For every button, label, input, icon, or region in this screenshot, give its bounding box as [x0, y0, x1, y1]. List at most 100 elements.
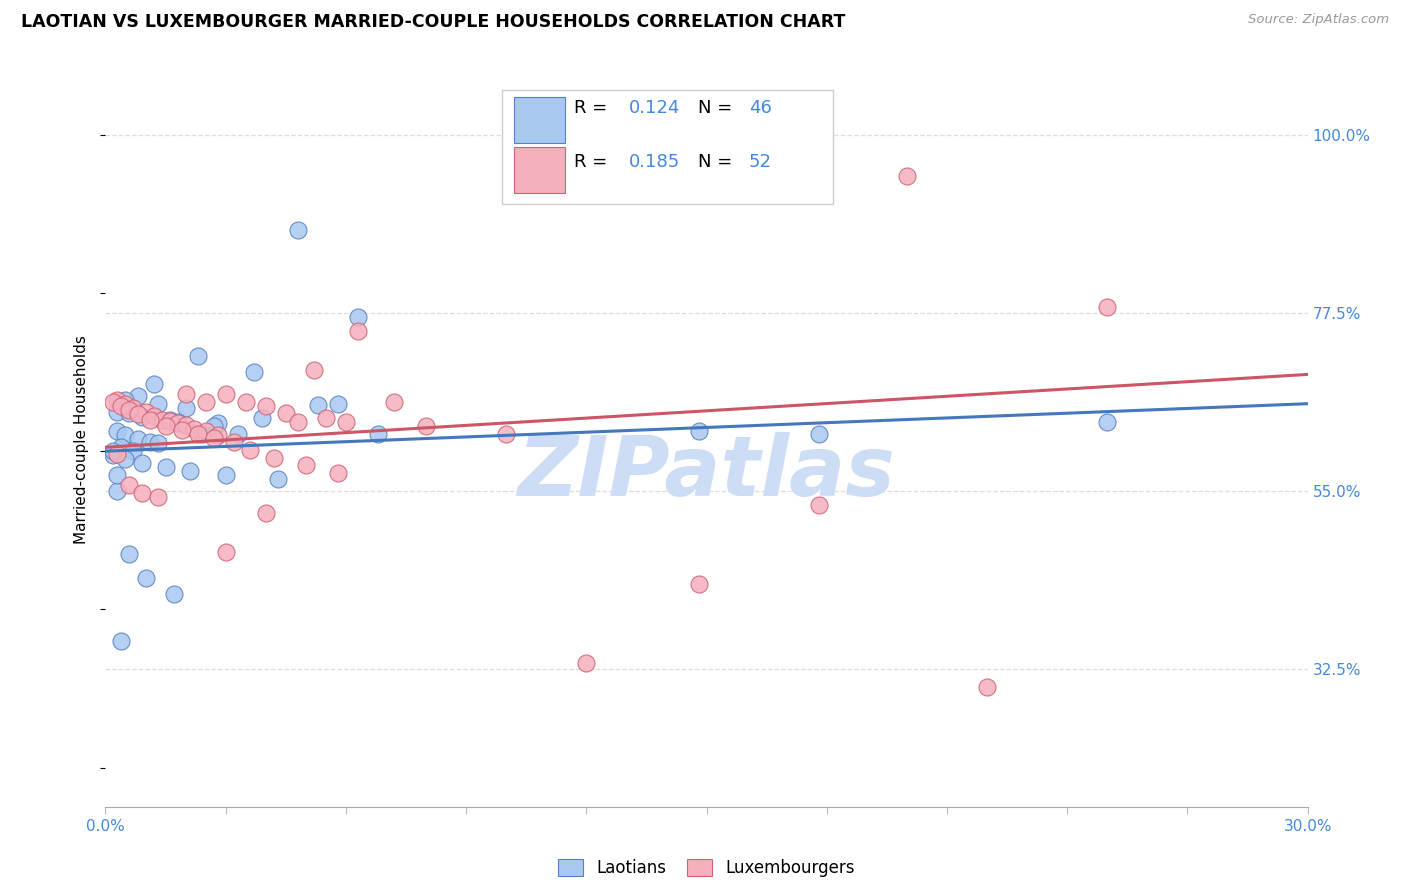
Point — [114, 428, 136, 442]
Point — [131, 410, 153, 425]
Point — [1097, 300, 1119, 314]
Point — [155, 418, 177, 433]
Point — [207, 428, 229, 442]
Point — [159, 412, 181, 426]
Point — [688, 577, 710, 591]
Point — [575, 657, 598, 671]
Point — [110, 634, 132, 648]
Point — [495, 426, 517, 441]
Point — [114, 392, 136, 407]
Point — [190, 426, 212, 441]
Point — [807, 426, 830, 441]
Point — [114, 452, 136, 467]
Point — [194, 395, 217, 409]
Point — [179, 464, 201, 478]
Point — [174, 401, 197, 415]
Point — [107, 483, 129, 498]
FancyBboxPatch shape — [502, 90, 832, 204]
Point — [118, 403, 141, 417]
Point — [382, 395, 405, 409]
Point — [326, 397, 349, 411]
Point — [135, 404, 157, 418]
Point — [127, 407, 149, 421]
Point — [135, 571, 157, 585]
Text: R =: R = — [574, 99, 613, 117]
Point — [207, 417, 229, 431]
Point — [107, 467, 129, 482]
Point — [142, 376, 165, 391]
Text: R =: R = — [574, 153, 613, 171]
Point — [235, 395, 257, 409]
FancyBboxPatch shape — [515, 97, 565, 143]
Point — [146, 490, 169, 504]
Point — [415, 418, 437, 433]
Point — [335, 415, 357, 429]
Point — [267, 472, 290, 486]
Point — [162, 586, 184, 600]
Point — [976, 680, 998, 694]
Text: Source: ZipAtlas.com: Source: ZipAtlas.com — [1249, 13, 1389, 27]
FancyBboxPatch shape — [515, 147, 565, 193]
Point — [127, 389, 149, 403]
Point — [222, 434, 245, 449]
Point — [103, 448, 125, 462]
Y-axis label: Married-couple Households: Married-couple Households — [75, 334, 90, 544]
Point — [263, 450, 285, 465]
Point — [118, 406, 141, 420]
Point — [114, 397, 136, 411]
Point — [807, 498, 830, 512]
Point — [254, 506, 277, 520]
Text: N =: N = — [699, 99, 738, 117]
Point — [110, 440, 132, 454]
Point — [122, 444, 145, 458]
Text: LAOTIAN VS LUXEMBOURGER MARRIED-COUPLE HOUSEHOLDS CORRELATION CHART: LAOTIAN VS LUXEMBOURGER MARRIED-COUPLE H… — [21, 13, 845, 31]
Point — [170, 423, 193, 437]
Text: N =: N = — [699, 153, 738, 171]
Point — [287, 415, 309, 429]
Point — [150, 412, 173, 426]
Point — [146, 436, 169, 450]
Point — [166, 417, 188, 431]
Point — [896, 169, 918, 183]
Point — [107, 446, 129, 460]
Text: ZIPatlas: ZIPatlas — [517, 432, 896, 513]
Point — [142, 409, 165, 423]
Point — [103, 395, 125, 409]
Point — [347, 310, 370, 324]
Point — [226, 426, 249, 441]
Point — [242, 365, 264, 379]
Point — [103, 444, 125, 458]
Point — [110, 399, 132, 413]
Point — [118, 478, 141, 492]
Point — [107, 392, 129, 407]
Point — [194, 425, 217, 439]
Point — [174, 418, 197, 433]
Point — [174, 387, 197, 401]
Point — [138, 412, 160, 426]
Point — [187, 426, 209, 441]
Point — [107, 425, 129, 439]
Point — [307, 398, 329, 412]
Point — [250, 411, 273, 425]
Point — [118, 547, 141, 561]
Point — [122, 401, 145, 415]
Point — [127, 432, 149, 446]
Point — [146, 397, 169, 411]
Point — [326, 467, 349, 481]
Point — [688, 425, 710, 439]
Text: 0.124: 0.124 — [628, 99, 679, 117]
Point — [214, 387, 236, 401]
Point — [287, 222, 309, 236]
Point — [214, 467, 236, 482]
Point — [254, 399, 277, 413]
Point — [315, 411, 337, 425]
Point — [107, 404, 129, 418]
Point — [202, 418, 225, 433]
Point — [131, 456, 153, 470]
Point — [347, 324, 370, 338]
Point — [131, 486, 153, 500]
Point — [214, 545, 236, 559]
Point — [187, 349, 209, 363]
Legend: Laotians, Luxembourgers: Laotians, Luxembourgers — [551, 852, 862, 884]
Point — [155, 460, 177, 475]
